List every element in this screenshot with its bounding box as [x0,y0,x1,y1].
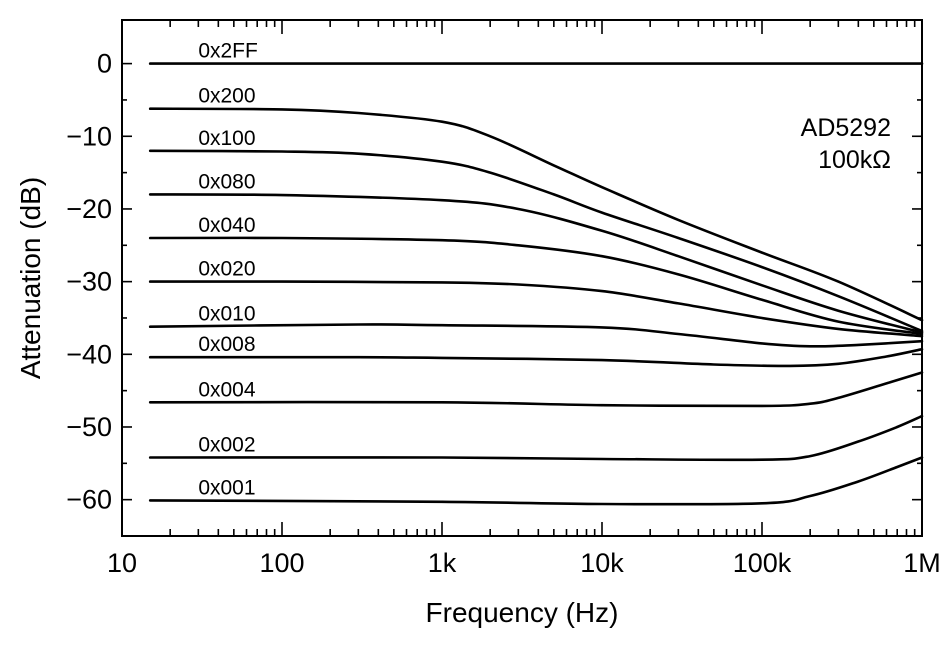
series-line-0x004 [148,371,924,408]
y-tick-label: 0 [97,49,112,79]
y-tick-label: −30 [66,267,112,297]
series-line-0x010 [148,323,924,348]
series-line-0x002 [148,414,924,462]
series-line-0x040 [148,236,924,336]
y-tick-label: −50 [66,412,112,442]
series-label-0x080: 0x080 [198,170,255,193]
series-label-0x010: 0x010 [198,303,255,326]
labels: 10 100 1k 10k 100k 1M 0 −10 −20 −30 −40 −50 −60 0x2FF… [66,40,941,578]
series-label-0x002: 0x002 [198,434,255,457]
series-line-0x008 [148,347,924,368]
x-tick-label: 10k [580,548,624,578]
series-lines [148,62,924,506]
plot-frame [121,19,923,537]
x-tick-label: 100k [733,548,792,578]
series-line-0x100 [148,149,924,333]
series-label-0x001: 0x001 [198,476,255,499]
y-tick-label: −60 [66,485,112,515]
x-axis-label: Frequency (Hz) [426,597,619,628]
series-label-0x100: 0x100 [198,127,255,150]
series-label-0x004: 0x004 [198,378,256,401]
series-line-0x020 [148,280,924,338]
series-label-0x2FF: 0x2FF [198,40,258,63]
series-label-0x008: 0x008 [198,333,255,356]
y-tick-label: −10 [66,121,112,151]
y-axis-label: Attenuation (dB) [15,177,46,379]
annotation-resistance: 100kΩ [818,146,891,174]
series-line-0x001 [148,456,924,506]
axis-ticks [121,20,922,536]
series-line-0x080 [148,193,924,334]
x-tick-label: 1k [428,548,457,578]
annotation-part-number: AD5292 [801,114,891,142]
series-line-0x200 [148,107,924,322]
y-tick-label: −40 [66,339,112,369]
series-label-0x040: 0x040 [198,214,255,237]
x-tick-label: 1M [903,548,941,578]
x-tick-label: 100 [259,548,304,578]
series-label-0x200: 0x200 [198,85,255,108]
y-tick-label: −20 [66,194,112,224]
x-tick-label: 10 [107,548,137,578]
series-label-0x020: 0x020 [198,258,255,281]
